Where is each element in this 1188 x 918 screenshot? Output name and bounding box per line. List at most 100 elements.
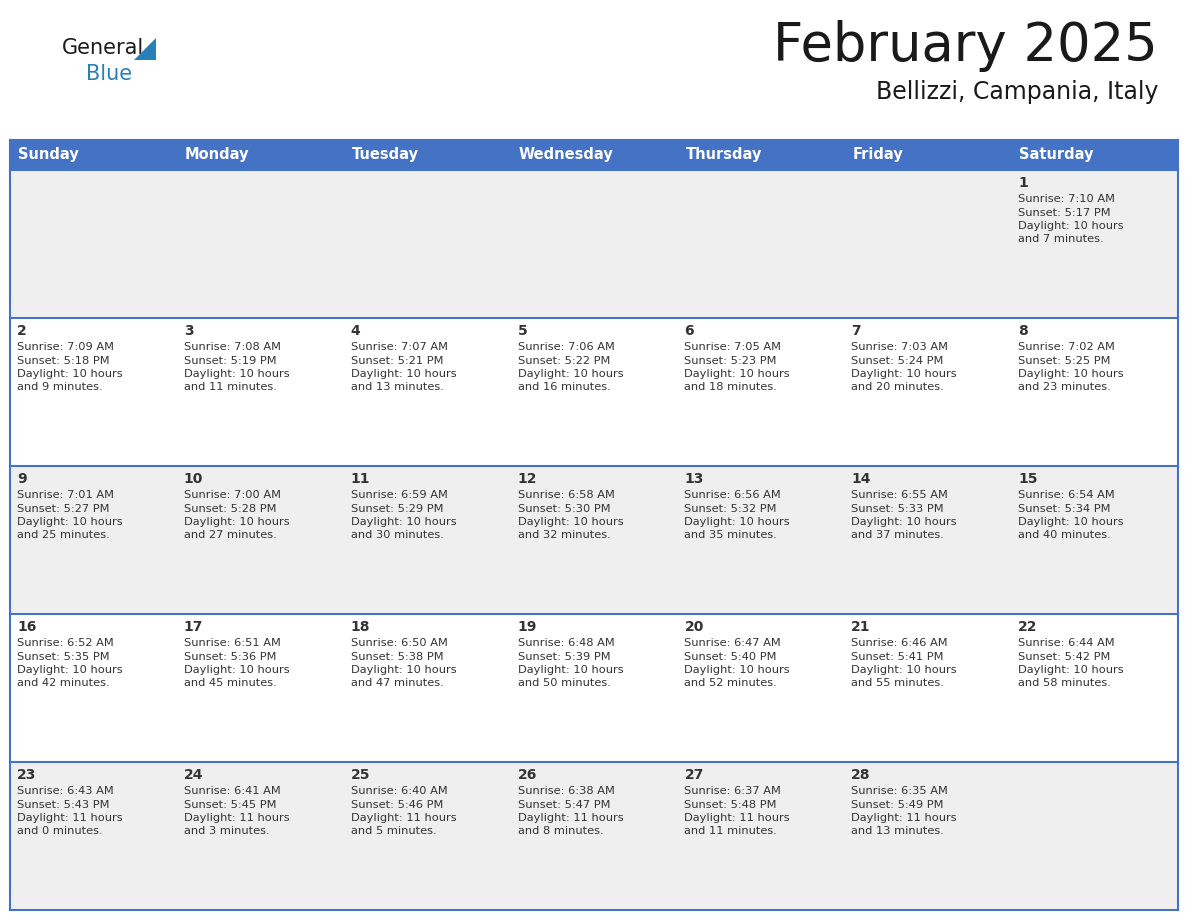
Text: 28: 28 [852, 768, 871, 782]
Bar [677, 318, 845, 466]
Bar [177, 170, 343, 318]
Text: Daylight: 10 hours: Daylight: 10 hours [684, 517, 790, 527]
Text: Sunset: 5:36 PM: Sunset: 5:36 PM [184, 652, 277, 662]
Bar [1011, 614, 1178, 762]
Text: Blue: Blue [86, 64, 132, 84]
Bar [845, 466, 1011, 614]
Bar [10, 318, 177, 466]
Bar [1011, 140, 1178, 170]
Text: Sunset: 5:32 PM: Sunset: 5:32 PM [684, 503, 777, 513]
Text: Daylight: 10 hours: Daylight: 10 hours [684, 369, 790, 379]
Text: Sunrise: 6:35 AM: Sunrise: 6:35 AM [852, 786, 948, 796]
Text: Daylight: 10 hours: Daylight: 10 hours [184, 517, 290, 527]
Text: 3: 3 [184, 324, 194, 338]
Text: Sunrise: 7:00 AM: Sunrise: 7:00 AM [184, 490, 280, 500]
Text: Sunrise: 6:48 AM: Sunrise: 6:48 AM [518, 638, 614, 648]
Text: Monday: Monday [185, 148, 249, 162]
Text: and 45 minutes.: and 45 minutes. [184, 678, 277, 688]
Bar [511, 614, 677, 762]
Text: and 13 minutes.: and 13 minutes. [350, 383, 443, 393]
Text: 12: 12 [518, 472, 537, 486]
Text: Daylight: 10 hours: Daylight: 10 hours [518, 665, 624, 675]
Text: Sunset: 5:34 PM: Sunset: 5:34 PM [1018, 503, 1111, 513]
Bar [177, 762, 343, 910]
Text: Sunrise: 6:55 AM: Sunrise: 6:55 AM [852, 490, 948, 500]
Text: Sunrise: 6:47 AM: Sunrise: 6:47 AM [684, 638, 782, 648]
Text: and 47 minutes.: and 47 minutes. [350, 678, 443, 688]
Text: Sunrise: 7:05 AM: Sunrise: 7:05 AM [684, 342, 782, 352]
Text: 18: 18 [350, 620, 371, 634]
Text: Bellizzi, Campania, Italy: Bellizzi, Campania, Italy [876, 80, 1158, 104]
Text: and 52 minutes.: and 52 minutes. [684, 678, 777, 688]
Text: Thursday: Thursday [685, 148, 762, 162]
Text: 24: 24 [184, 768, 203, 782]
Bar [10, 170, 177, 318]
Text: Sunrise: 6:50 AM: Sunrise: 6:50 AM [350, 638, 448, 648]
Text: General: General [62, 38, 144, 58]
Text: 17: 17 [184, 620, 203, 634]
Text: Sunset: 5:21 PM: Sunset: 5:21 PM [350, 355, 443, 365]
Text: 13: 13 [684, 472, 703, 486]
Text: and 23 minutes.: and 23 minutes. [1018, 383, 1111, 393]
Text: and 18 minutes.: and 18 minutes. [684, 383, 777, 393]
Text: Daylight: 10 hours: Daylight: 10 hours [1018, 517, 1124, 527]
Text: Daylight: 10 hours: Daylight: 10 hours [184, 369, 290, 379]
Text: Sunset: 5:42 PM: Sunset: 5:42 PM [1018, 652, 1111, 662]
Text: Sunrise: 7:09 AM: Sunrise: 7:09 AM [17, 342, 114, 352]
Text: Sunrise: 6:51 AM: Sunrise: 6:51 AM [184, 638, 280, 648]
Text: and 55 minutes.: and 55 minutes. [852, 678, 944, 688]
Text: Wednesday: Wednesday [519, 148, 613, 162]
Text: Daylight: 10 hours: Daylight: 10 hours [852, 369, 956, 379]
Text: and 20 minutes.: and 20 minutes. [852, 383, 944, 393]
Text: Daylight: 10 hours: Daylight: 10 hours [1018, 665, 1124, 675]
Text: 21: 21 [852, 620, 871, 634]
Bar [343, 318, 511, 466]
Text: Sunset: 5:39 PM: Sunset: 5:39 PM [518, 652, 611, 662]
Text: and 13 minutes.: and 13 minutes. [852, 826, 944, 836]
Text: and 11 minutes.: and 11 minutes. [184, 383, 277, 393]
Text: 15: 15 [1018, 472, 1037, 486]
Text: 6: 6 [684, 324, 694, 338]
Bar [845, 140, 1011, 170]
Bar [511, 170, 677, 318]
Text: Sunset: 5:46 PM: Sunset: 5:46 PM [350, 800, 443, 810]
Text: Sunrise: 6:46 AM: Sunrise: 6:46 AM [852, 638, 948, 648]
Bar [343, 614, 511, 762]
Text: Sunrise: 7:02 AM: Sunrise: 7:02 AM [1018, 342, 1116, 352]
Text: Sunset: 5:45 PM: Sunset: 5:45 PM [184, 800, 277, 810]
Text: 20: 20 [684, 620, 703, 634]
Text: Daylight: 10 hours: Daylight: 10 hours [350, 369, 456, 379]
Text: and 11 minutes.: and 11 minutes. [684, 826, 777, 836]
Bar [1011, 170, 1178, 318]
Bar [10, 140, 177, 170]
Text: Sunrise: 7:01 AM: Sunrise: 7:01 AM [17, 490, 114, 500]
Text: Sunday: Sunday [18, 148, 78, 162]
Text: Daylight: 10 hours: Daylight: 10 hours [350, 665, 456, 675]
Text: Daylight: 11 hours: Daylight: 11 hours [518, 813, 624, 823]
Text: Sunset: 5:49 PM: Sunset: 5:49 PM [852, 800, 943, 810]
Text: Sunrise: 7:08 AM: Sunrise: 7:08 AM [184, 342, 280, 352]
Bar [511, 140, 677, 170]
Text: and 5 minutes.: and 5 minutes. [350, 826, 436, 836]
Bar [845, 170, 1011, 318]
Bar [177, 318, 343, 466]
Text: 11: 11 [350, 472, 371, 486]
Bar [677, 614, 845, 762]
Text: Sunset: 5:25 PM: Sunset: 5:25 PM [1018, 355, 1111, 365]
Bar [1011, 466, 1178, 614]
Bar [677, 466, 845, 614]
Text: 19: 19 [518, 620, 537, 634]
Text: 14: 14 [852, 472, 871, 486]
Text: Daylight: 10 hours: Daylight: 10 hours [518, 369, 624, 379]
Text: Sunset: 5:27 PM: Sunset: 5:27 PM [17, 503, 109, 513]
Text: Daylight: 11 hours: Daylight: 11 hours [350, 813, 456, 823]
Text: Sunset: 5:22 PM: Sunset: 5:22 PM [518, 355, 609, 365]
Text: 10: 10 [184, 472, 203, 486]
Bar [343, 466, 511, 614]
Text: Sunrise: 6:41 AM: Sunrise: 6:41 AM [184, 786, 280, 796]
Text: and 9 minutes.: and 9 minutes. [17, 383, 102, 393]
Text: 16: 16 [17, 620, 37, 634]
Bar [677, 170, 845, 318]
Text: Sunset: 5:40 PM: Sunset: 5:40 PM [684, 652, 777, 662]
Bar [177, 466, 343, 614]
